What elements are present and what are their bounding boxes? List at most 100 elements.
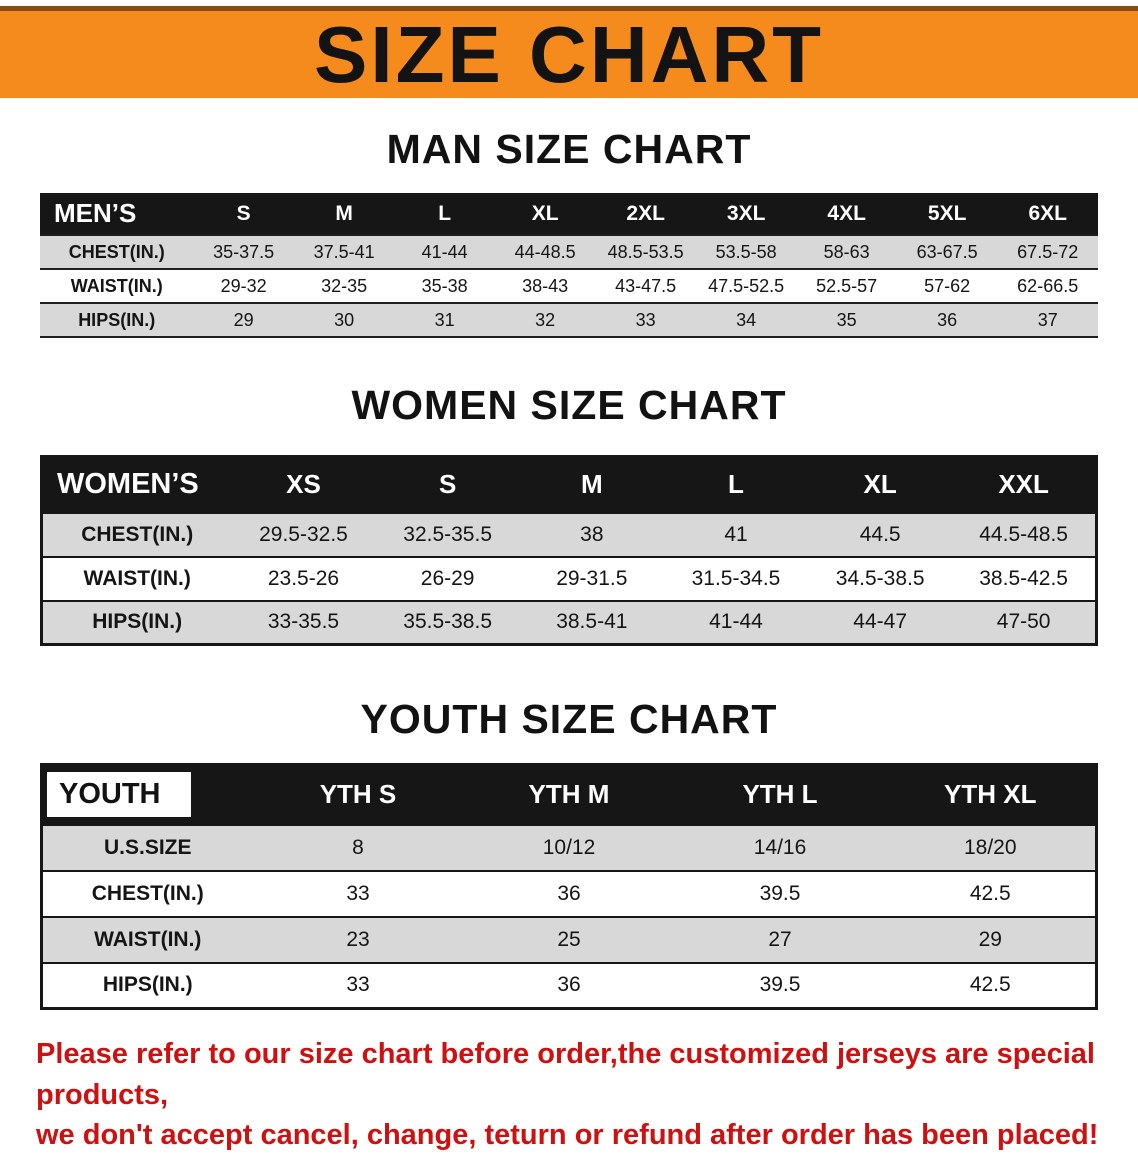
table-title-cell: MEN’S bbox=[40, 193, 194, 235]
youth-heading: YOUTH SIZE CHART bbox=[360, 696, 778, 742]
value-cell: 8 bbox=[352, 835, 364, 859]
value-cell: 29 bbox=[233, 309, 254, 330]
size-column-header: XXL bbox=[952, 456, 1097, 513]
row-label: CHEST(IN.) bbox=[68, 241, 165, 262]
value-cell: 38 bbox=[580, 522, 604, 546]
size-column-header: 4XL bbox=[796, 193, 897, 235]
row-label: WAIST(IN.) bbox=[94, 927, 202, 951]
value-cell: 33 bbox=[635, 309, 656, 330]
value-cell: 32-35 bbox=[321, 275, 368, 296]
value-cell: 26-29 bbox=[420, 566, 475, 590]
value-cell: 35-38 bbox=[421, 275, 468, 296]
banner: SIZE CHART bbox=[0, 6, 1138, 98]
size-chart-page: SIZE CHART MAN SIZE CHART MEN’S S M L XL 2XL 3… bbox=[0, 6, 1138, 1156]
value-cell: 32 bbox=[535, 309, 556, 330]
row-label: HIPS(IN.) bbox=[102, 973, 193, 997]
size-column-header: 6XL bbox=[997, 193, 1098, 235]
value-cell: 23 bbox=[346, 927, 370, 951]
value-cell: 35.5-38.5 bbox=[403, 610, 493, 634]
value-cell: 18/20 bbox=[963, 835, 1017, 859]
value-cell: 33 bbox=[346, 973, 370, 997]
size-column-header: XS bbox=[231, 456, 376, 513]
size-column-header: M bbox=[519, 456, 664, 513]
size-column-header: 5XL bbox=[896, 193, 998, 235]
row-label: HIPS(IN.) bbox=[78, 309, 156, 330]
table-row: CHEST(IN.) 35-37.5 37.5-41 41-44 44-48.5 48.5… bbox=[40, 235, 1098, 269]
value-cell: 10/12 bbox=[542, 835, 596, 859]
table-row: WAIST(IN.) 23.5-26 26-29 29-31.5 31.5-34.5 34… bbox=[41, 556, 1097, 601]
page-title: SIZE CHART bbox=[314, 9, 824, 99]
row-label: CHEST(IN.) bbox=[91, 881, 204, 905]
table-row: CHEST(IN.) 29.5-32.5 32.5-35.5 38 41 44.5 44.5… bbox=[41, 512, 1097, 557]
value-cell: 44.5-48.5 bbox=[979, 522, 1068, 546]
value-cell: 36 bbox=[557, 973, 581, 997]
row-label: WAIST(IN.) bbox=[70, 275, 163, 296]
value-cell: 35 bbox=[836, 309, 857, 330]
table-row: HIPS(IN.) 33 36 39.5 42.5 bbox=[41, 962, 1097, 1009]
value-cell: 29.5-32.5 bbox=[259, 522, 348, 546]
table-title-cell: WOMEN’S bbox=[41, 456, 232, 513]
value-cell: 47.5-52.5 bbox=[708, 275, 785, 296]
youth-section: YOUTH SIZE CHART YOUTH YTH S YTH M YTH L YTH… bbox=[0, 696, 1138, 1010]
size-column-header: M bbox=[293, 193, 395, 235]
value-cell: 29-31.5 bbox=[556, 566, 628, 590]
size-column-header: YTH M bbox=[463, 764, 675, 825]
value-cell: 34 bbox=[736, 309, 757, 330]
size-column-header: S bbox=[375, 456, 520, 513]
notice-line-1: Please refer to our size chart before or… bbox=[36, 1038, 1095, 1111]
table-title-label: WOMEN’S bbox=[57, 468, 199, 501]
size-column-header: L bbox=[663, 456, 809, 513]
table-row: CHEST(IN.) 33 36 39.5 42.5 bbox=[41, 870, 1097, 917]
womens-heading: WOMEN SIZE CHART bbox=[351, 382, 787, 428]
mens-heading: MAN SIZE CHART bbox=[386, 126, 752, 172]
value-cell: 42.5 bbox=[969, 973, 1011, 997]
table-title-label: YOUTH bbox=[47, 772, 191, 818]
value-cell: 41-44 bbox=[709, 610, 763, 634]
row-label: WAIST(IN.) bbox=[83, 566, 191, 590]
table-row: HIPS(IN.) 29 30 31 32 33 34 35 36 37 bbox=[40, 303, 1098, 337]
value-cell: 53.5-58 bbox=[715, 241, 777, 262]
value-cell: 58-63 bbox=[823, 241, 870, 262]
youth-size-table: YOUTH YTH S YTH M YTH L YTH XL U.S.SIZE 8 10/12… bbox=[40, 763, 1098, 1010]
value-cell: 38-43 bbox=[522, 275, 569, 296]
value-cell: 33 bbox=[346, 881, 370, 905]
value-cell: 35-37.5 bbox=[213, 241, 275, 262]
value-cell: 67.5-72 bbox=[1017, 241, 1079, 262]
value-cell: 36 bbox=[557, 881, 581, 905]
value-cell: 39.5 bbox=[759, 881, 801, 905]
value-cell: 25 bbox=[557, 927, 581, 951]
footer-notice: Please refer to our size chart before or… bbox=[0, 1034, 1138, 1156]
row-label: HIPS(IN.) bbox=[92, 610, 183, 634]
value-cell: 44-48.5 bbox=[514, 241, 576, 262]
size-column-header: L bbox=[394, 193, 495, 235]
header-row: MEN’S S M L XL 2XL 3XL 4XL 5XL 6XL bbox=[40, 193, 1098, 235]
value-cell: 14/16 bbox=[753, 835, 807, 859]
size-column-header: 3XL bbox=[695, 193, 797, 235]
value-cell: 31 bbox=[434, 309, 455, 330]
size-column-header: YTH L bbox=[674, 764, 886, 825]
mens-size-table: MEN’S S M L XL 2XL 3XL 4XL 5XL 6XL CHEST(IN.) 35-37… bbox=[40, 193, 1098, 338]
value-cell: 30 bbox=[334, 309, 355, 330]
womens-size-table: WOMEN’S XS S M L XL XXL CHEST(IN.) 29.5-32.5 32.5… bbox=[40, 455, 1098, 646]
value-cell: 31.5-34.5 bbox=[691, 566, 781, 590]
header-row: YOUTH YTH S YTH M YTH L YTH XL bbox=[41, 764, 1097, 825]
value-cell: 52.5-57 bbox=[816, 275, 878, 296]
value-cell: 47-50 bbox=[996, 610, 1051, 634]
table-row: WAIST(IN.) 23 25 27 29 bbox=[41, 916, 1097, 963]
value-cell: 23.5-26 bbox=[267, 566, 340, 590]
value-cell: 37.5-41 bbox=[313, 241, 375, 262]
value-cell: 43-47.5 bbox=[615, 275, 677, 296]
size-column-header: XL bbox=[808, 456, 953, 513]
value-cell: 39.5 bbox=[759, 973, 801, 997]
value-cell: 62-66.5 bbox=[1017, 275, 1079, 296]
table-title-cell: YOUTH bbox=[41, 764, 253, 825]
size-column-header: YTH XL bbox=[885, 764, 1097, 825]
table-row: U.S.SIZE 8 10/12 14/16 18/20 bbox=[41, 824, 1097, 871]
value-cell: 34.5-38.5 bbox=[835, 566, 925, 590]
value-cell: 42.5 bbox=[969, 881, 1011, 905]
value-cell: 32.5-35.5 bbox=[403, 522, 493, 546]
value-cell: 36 bbox=[937, 309, 958, 330]
header-row: WOMEN’S XS S M L XL XXL bbox=[41, 456, 1097, 513]
value-cell: 44.5 bbox=[859, 522, 901, 546]
value-cell: 48.5-53.5 bbox=[607, 241, 684, 262]
